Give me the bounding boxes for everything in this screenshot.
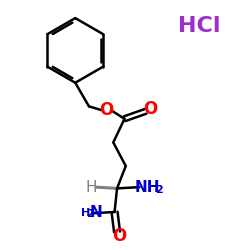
Text: H: H — [85, 180, 97, 195]
Text: O: O — [99, 101, 113, 119]
Text: O: O — [112, 228, 126, 246]
Text: 2: 2 — [155, 185, 163, 195]
Text: HCl: HCl — [178, 16, 221, 36]
Text: 2: 2 — [86, 209, 94, 219]
Text: O: O — [143, 100, 157, 118]
Text: NH: NH — [134, 180, 160, 195]
Text: N: N — [90, 205, 103, 220]
Text: H: H — [81, 208, 90, 218]
